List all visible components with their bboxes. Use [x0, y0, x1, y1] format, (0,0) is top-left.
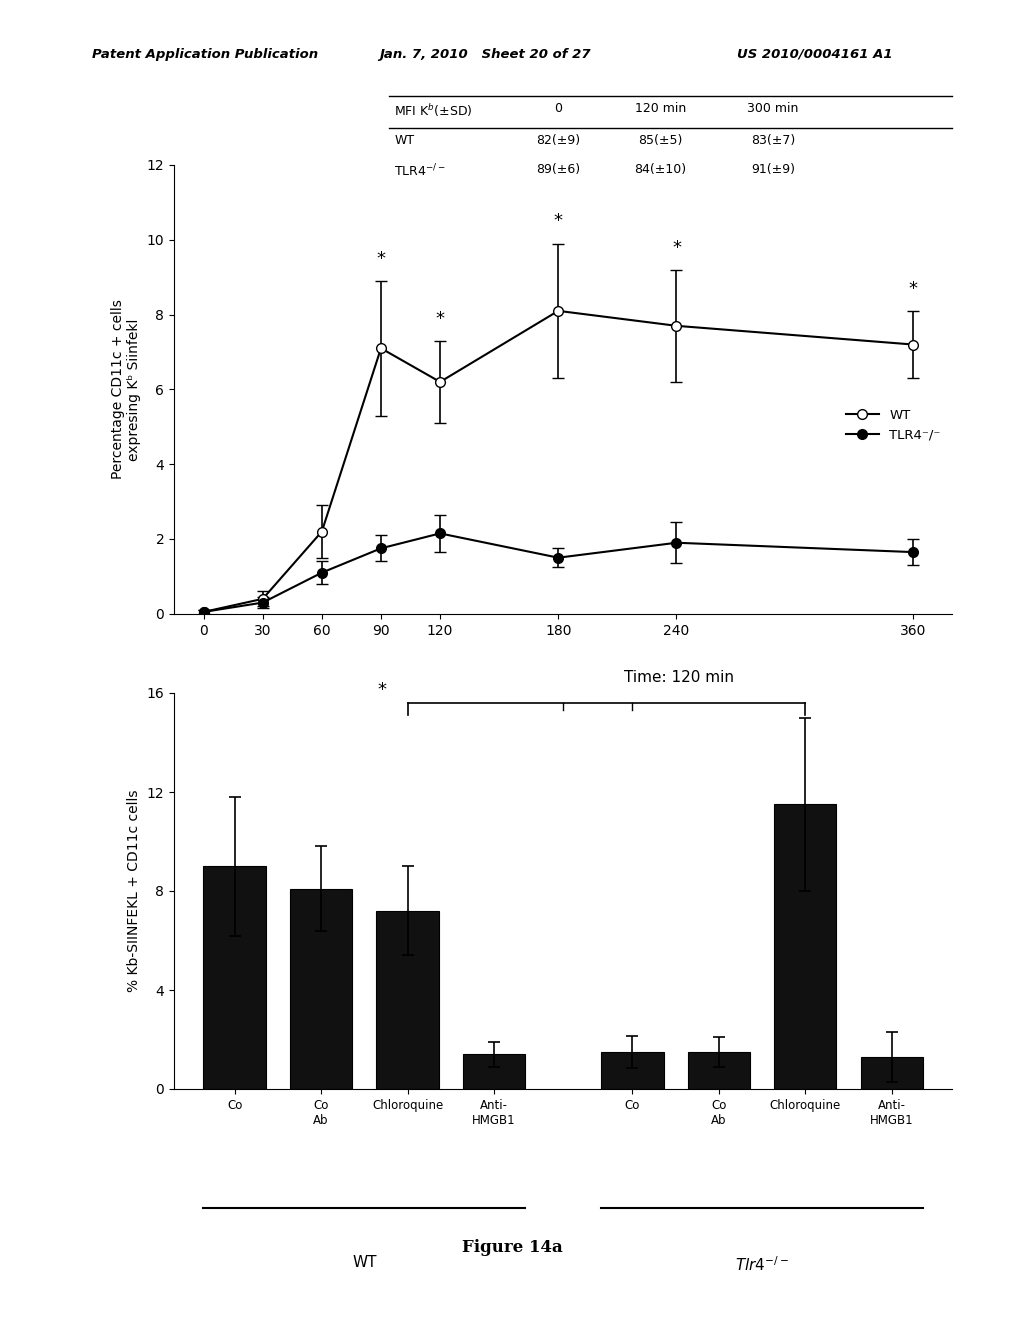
Text: 120 min: 120 min: [635, 102, 686, 115]
Bar: [774, 804, 837, 1089]
Text: $Tlr4^{-/-}$: $Tlr4^{-/-}$: [735, 1255, 790, 1274]
Text: 84(±10): 84(±10): [635, 162, 686, 176]
Text: Patent Application Publication: Patent Application Publication: [92, 48, 318, 61]
Text: MFI K$^b$($\pm$SD): MFI K$^b$($\pm$SD): [394, 102, 473, 119]
Point: [916, 1089, 929, 1105]
Point: [595, 1089, 607, 1105]
Text: *: *: [908, 280, 918, 298]
Bar: [463, 1055, 525, 1089]
Bar: [860, 1057, 923, 1089]
Y-axis label: Percentage CD11c + cells
expresing Kᵇ Siinfekl: Percentage CD11c + cells expresing Kᵇ Si…: [111, 300, 141, 479]
Point: [519, 1089, 531, 1105]
Text: Time: 120 min: Time: 120 min: [625, 669, 734, 685]
Bar: [204, 866, 266, 1089]
Text: *: *: [377, 249, 385, 268]
Text: Figure 14a: Figure 14a: [462, 1239, 562, 1255]
Text: 300 min: 300 min: [748, 102, 799, 115]
Legend: WT, TLR4⁻/⁻: WT, TLR4⁻/⁻: [841, 404, 946, 447]
Text: 82(±9): 82(±9): [536, 133, 581, 147]
Text: TLR4$^{-/-}$: TLR4$^{-/-}$: [394, 162, 446, 180]
Bar: [601, 1052, 664, 1089]
Text: 91(±9): 91(±9): [752, 162, 795, 176]
Text: *: *: [435, 310, 444, 327]
Y-axis label: % Kb-SIINFEKL + CD11c cells: % Kb-SIINFEKL + CD11c cells: [127, 789, 141, 993]
Text: *: *: [672, 239, 681, 256]
Text: Jan. 7, 2010   Sheet 20 of 27: Jan. 7, 2010 Sheet 20 of 27: [379, 48, 591, 61]
Text: *: *: [377, 681, 386, 700]
Text: 85(±5): 85(±5): [638, 133, 683, 147]
Text: 83(±7): 83(±7): [751, 133, 796, 147]
Text: WT: WT: [352, 1255, 377, 1270]
Text: US 2010/0004161 A1: US 2010/0004161 A1: [737, 48, 893, 61]
Bar: [377, 911, 438, 1089]
Text: *: *: [554, 213, 563, 231]
Text: 89(±6): 89(±6): [536, 162, 581, 176]
Point: [198, 1089, 210, 1105]
Text: 0: 0: [554, 102, 562, 115]
Bar: [290, 888, 352, 1089]
Text: WT: WT: [394, 133, 415, 147]
Bar: [688, 1052, 750, 1089]
